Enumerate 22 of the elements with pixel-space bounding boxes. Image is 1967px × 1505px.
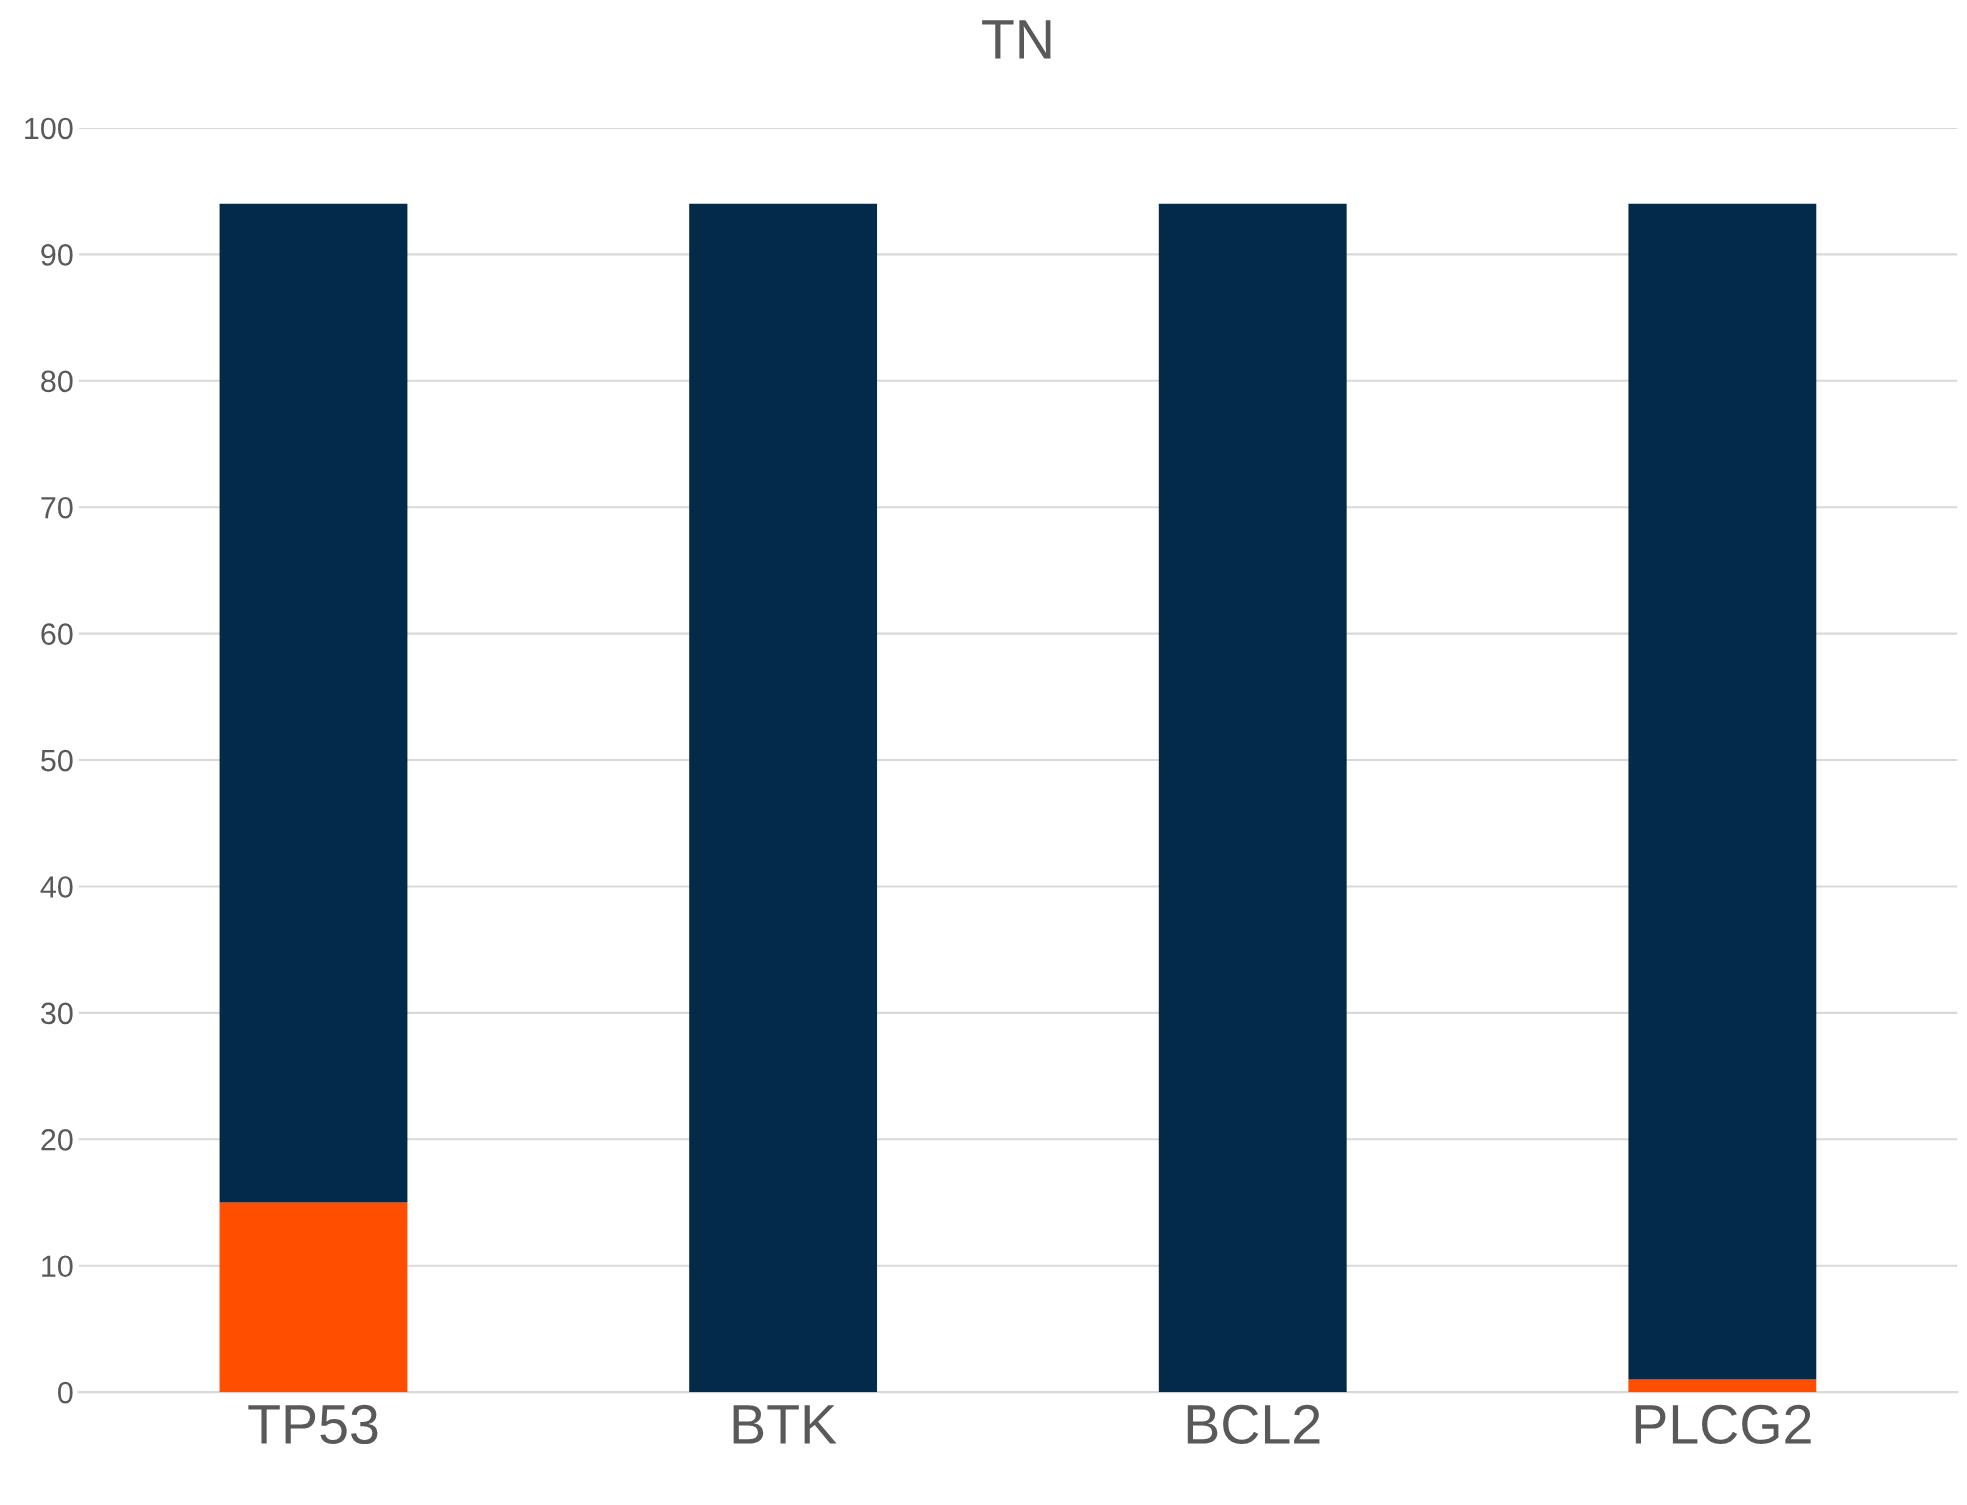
y-tick-label: 50 [41,749,73,772]
x-tick-label: PLCG2 [1635,1404,1811,1445]
y-tick-label: 80 [41,370,73,393]
bar [689,203,878,1393]
y-tick-label: 60 [41,623,73,645]
bar [1628,1379,1817,1393]
y-tick-label: 0 [58,1381,73,1404]
bar [1628,203,1817,1380]
x-tick-label: BTK [733,1405,837,1444]
x-tick-label: BCL2 [1187,1404,1320,1445]
y-tick-label: 30 [41,1002,73,1025]
y-tick-label: 100 [25,117,73,140]
chart-title: TN [982,20,1051,59]
y-tick-label: 70 [41,496,73,519]
bar [219,1202,408,1393]
y-tick-label: 10 [42,1255,73,1278]
bar [1158,203,1347,1393]
bar [219,203,408,1203]
y-tick-label: 90 [41,244,73,266]
y-tick-label: 20 [41,1129,73,1151]
y-tick-label: 40 [40,876,73,898]
x-tick-label: TP53 [248,1404,378,1445]
